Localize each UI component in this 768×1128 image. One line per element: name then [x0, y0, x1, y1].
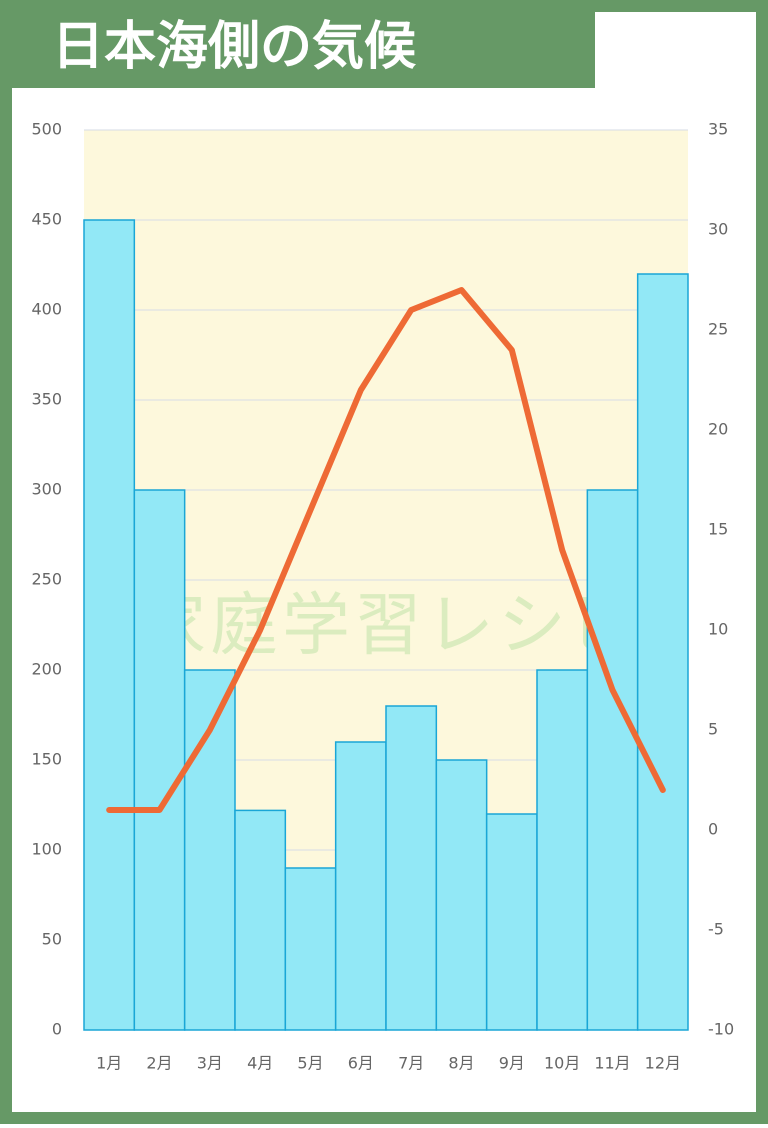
bar	[385, 705, 438, 1031]
y-tick-label: 100	[31, 840, 62, 859]
bar	[83, 219, 136, 1031]
x-tick-label: 1月	[96, 1054, 122, 1073]
y-tick-label: 450	[31, 210, 62, 229]
y-tick-label: 0	[52, 1020, 62, 1039]
bar	[284, 867, 337, 1031]
y-tick-label: 300	[31, 480, 62, 499]
y-tick-label: 500	[31, 120, 62, 139]
y2-tick-label: 5	[708, 720, 718, 739]
x-tick-label: 12月	[645, 1054, 681, 1073]
x-tick-label: 2月	[146, 1054, 172, 1073]
x-tick-label: 4月	[247, 1054, 273, 1073]
y2-tick-label: 30	[708, 220, 728, 239]
x-tick-label: 6月	[348, 1054, 374, 1073]
x-tick-label: 11月	[594, 1054, 630, 1073]
bar	[234, 809, 287, 1031]
x-tick-label: 9月	[499, 1054, 525, 1073]
y-tick-label: 150	[31, 750, 62, 769]
temperature-line	[106, 287, 666, 813]
y2-tick-label: -10	[708, 1020, 734, 1039]
bar	[485, 813, 538, 1031]
x-tick-label: 7月	[398, 1054, 424, 1073]
y2-tick-label: 0	[708, 820, 718, 839]
y-tick-label: 350	[31, 390, 62, 409]
bar	[636, 273, 689, 1031]
bar	[536, 669, 589, 1031]
bar	[133, 489, 186, 1031]
y-tick-label: 200	[31, 660, 62, 679]
y2-tick-label: 20	[708, 420, 728, 439]
bar	[586, 489, 639, 1031]
y-tick-label: 50	[42, 930, 62, 949]
x-tick-label: 5月	[297, 1054, 323, 1073]
y2-tick-label: 10	[708, 620, 728, 639]
watermark: 家庭学習レシピ	[138, 587, 642, 666]
x-tick-label: 8月	[448, 1054, 474, 1073]
bar	[334, 741, 387, 1031]
y-tick-label: 250	[31, 570, 62, 589]
bar	[435, 759, 488, 1031]
y-tick-label: 400	[31, 300, 62, 319]
x-tick-label: 10月	[544, 1054, 580, 1073]
y2-tick-label: 25	[708, 320, 728, 339]
y2-tick-label: 15	[708, 520, 728, 539]
chart-title: 日本海側の気候	[52, 17, 416, 77]
x-tick-label: 3月	[197, 1054, 223, 1073]
y2-tick-label: -5	[708, 920, 724, 939]
title-box	[12, 12, 595, 88]
y2-tick-label: 35	[708, 120, 728, 139]
